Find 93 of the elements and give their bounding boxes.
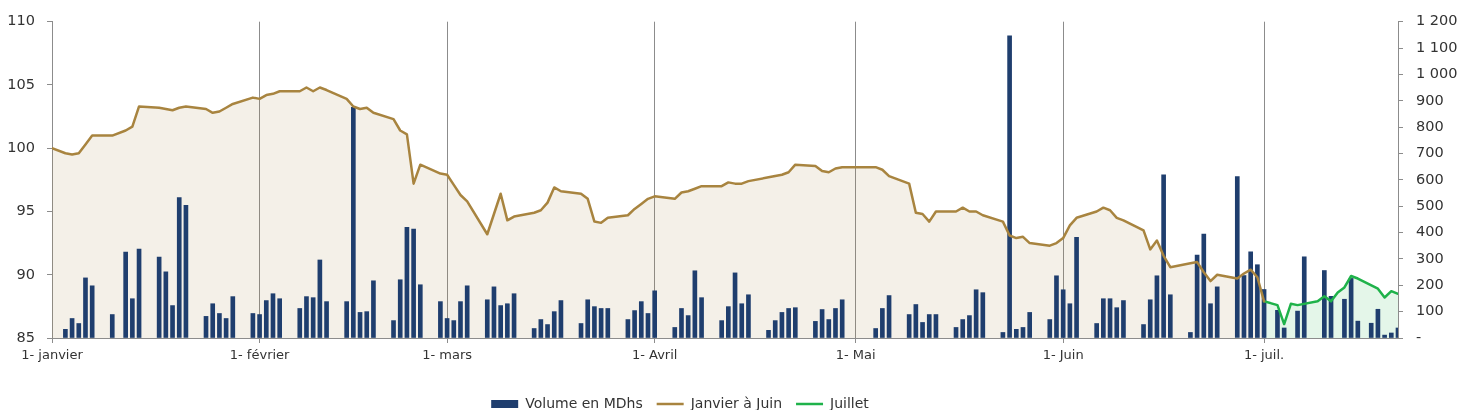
y-tick-label: 85: [16, 328, 35, 345]
bar: [1007, 35, 1012, 338]
legend-label: Juillet: [829, 394, 870, 410]
x-tick-label: 1- janvier: [21, 347, 84, 363]
y-tick-label: 90: [16, 265, 35, 282]
x-tick-label: 1- février: [229, 347, 291, 363]
bar: [1114, 307, 1120, 338]
bar: [967, 315, 972, 338]
bar: [1234, 176, 1240, 338]
y2-tick-label: 100: [1416, 302, 1444, 319]
bar: [76, 323, 82, 338]
y2-tick-label: 500: [1416, 196, 1444, 213]
bar: [1368, 322, 1374, 338]
y-tick-label: 105: [7, 75, 35, 92]
bar: [1388, 332, 1394, 338]
y-tick-label: 100: [7, 138, 35, 155]
bar: [351, 107, 356, 338]
bar: [176, 197, 182, 338]
y2-tick-label: -: [1416, 328, 1422, 345]
legend-label: Volume en MDhs: [525, 394, 643, 410]
bar: [210, 303, 216, 338]
bar: [960, 319, 966, 338]
bar: [1201, 233, 1207, 338]
bar: [1060, 289, 1066, 338]
y2-tick-label: 300: [1416, 249, 1444, 266]
bar: [277, 298, 283, 338]
bar: [1027, 312, 1033, 338]
bar: [1355, 320, 1361, 338]
bar: [1248, 251, 1254, 338]
bar: [83, 277, 88, 338]
bar: [1121, 300, 1126, 338]
y2-tick-label: 700: [1416, 144, 1444, 161]
y2-tick-label: 200: [1416, 276, 1444, 293]
bar: [1322, 270, 1327, 338]
bar: [230, 296, 236, 338]
bar: [1147, 299, 1153, 338]
bar: [391, 320, 396, 338]
bar: [1167, 294, 1173, 338]
x-tick-label: 1- Avril: [631, 347, 678, 363]
bar: [324, 301, 329, 338]
bar: [1275, 309, 1280, 338]
bar: [1141, 324, 1146, 338]
bar: [1054, 275, 1059, 338]
bar: [1382, 334, 1387, 338]
bar: [1047, 319, 1053, 338]
bar: [130, 298, 135, 338]
bar: [417, 284, 423, 338]
y2-tick-label: 1 200: [1416, 12, 1458, 29]
bar: [63, 328, 68, 338]
bar: [123, 251, 128, 338]
bar: [1074, 236, 1079, 338]
bar: [304, 296, 309, 338]
bar: [364, 311, 370, 338]
x-tick-label: 1- mars: [422, 347, 473, 363]
bar: [371, 280, 376, 338]
y2-tick-label: 1 000: [1416, 65, 1458, 82]
bar: [297, 308, 303, 338]
bar: [397, 279, 403, 338]
x-tick-label: 1- juil.: [1243, 347, 1285, 363]
y2-tick-label: 600: [1416, 170, 1444, 187]
bar: [170, 305, 175, 338]
bar: [1161, 174, 1166, 338]
bar: [1295, 310, 1300, 338]
bar: [926, 314, 932, 338]
y2-tick-label: 1 100: [1416, 38, 1458, 55]
y-tick-label: 95: [16, 202, 35, 219]
bar: [1013, 328, 1019, 338]
bar: [344, 301, 349, 338]
bar: [1188, 332, 1193, 338]
bar: [438, 301, 443, 338]
bar: [109, 314, 115, 338]
bar: [263, 300, 269, 338]
legend-label: Janvier à Juin: [689, 394, 783, 410]
bar: [89, 285, 95, 338]
bar: [1255, 264, 1260, 338]
bar: [1101, 298, 1106, 338]
y2-tick-label: 800: [1416, 117, 1444, 134]
bar: [1094, 323, 1099, 338]
bar: [1214, 286, 1220, 338]
bar: [217, 313, 222, 338]
bar: [980, 292, 986, 338]
bar: [257, 314, 262, 338]
y2-tick-label: 900: [1416, 91, 1444, 108]
y-tick-label: 110: [7, 12, 35, 29]
bar: [920, 322, 925, 338]
bar: [411, 228, 416, 338]
bar: [1301, 256, 1307, 338]
bar: [1208, 303, 1213, 338]
bar: [1342, 298, 1347, 338]
y2-tick-label: 400: [1416, 223, 1444, 240]
x-tick-label: 1- Mai: [835, 347, 876, 363]
x-tick-label: 1- Juin: [1042, 347, 1084, 363]
bar: [880, 308, 885, 338]
